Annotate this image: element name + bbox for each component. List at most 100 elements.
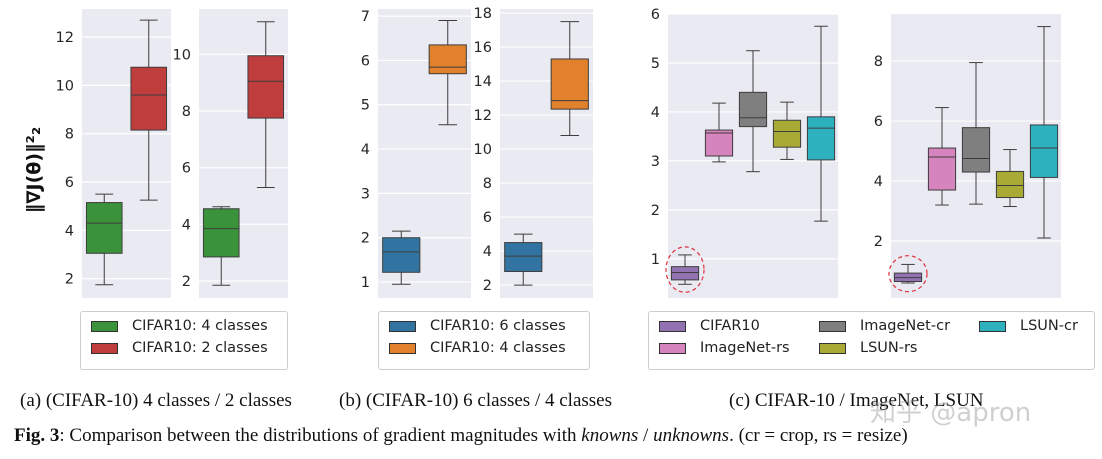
y-tick-label: 8 — [874, 54, 883, 70]
box-iqr — [738, 91, 768, 128]
caption-unknowns: unknowns — [653, 425, 730, 446]
box-iqr — [772, 119, 802, 148]
box-cifar10 — [665, 246, 705, 293]
legend-swatch — [659, 320, 686, 332]
legend-label: LSUN-rs — [860, 340, 918, 356]
legend-swatch — [819, 342, 846, 354]
y-tick-label: 8 — [483, 176, 492, 192]
box-cifar10-4-classes — [85, 193, 123, 286]
y-tick-label: 2 — [651, 203, 660, 219]
y-tick-label: 12 — [56, 30, 74, 46]
y-tick-label: 12 — [474, 108, 492, 124]
y-axis-label: ‖∇J(θ)‖²₂ — [23, 127, 45, 213]
panel-c2: 2 4 6 8 — [874, 14, 1061, 298]
y-tick-label: 6 — [182, 161, 191, 177]
box-imagenet-cr — [738, 50, 768, 173]
y-tick-label: 2 — [874, 234, 883, 250]
watermark: 知乎 @apron — [870, 398, 1032, 428]
y-tick-label: 6 — [361, 53, 370, 69]
caption-text: : Comparison between the distributions o… — [59, 425, 582, 446]
y-tick-label: 4 — [483, 244, 492, 260]
legend-swatch — [389, 320, 416, 332]
box-cifar10-2-classes — [247, 21, 285, 188]
box-iqr — [247, 55, 285, 119]
legend-label: ImageNet-rs — [700, 340, 790, 356]
y-tick-label: 1 — [361, 275, 370, 291]
box-iqr — [961, 127, 991, 173]
box-cifar10-6-classes — [382, 230, 421, 285]
y-tick-label: 5 — [361, 98, 370, 114]
y-tick-label: 14 — [474, 74, 492, 90]
legend-label: CIFAR10: 4 classes — [430, 340, 566, 356]
legend-label: CIFAR10: 6 classes — [430, 318, 566, 334]
box-iqr — [130, 66, 168, 131]
legend-label: LSUN-cr — [1020, 318, 1078, 334]
legend-item: ImageNet-cr — [819, 318, 950, 334]
legend-swatch — [389, 342, 416, 354]
y-tick-label: 7 — [361, 9, 370, 25]
y-tick-label: 3 — [651, 154, 660, 170]
box-cifar10-4-classes — [550, 21, 589, 136]
legend-item: CIFAR10: 4 classes — [389, 340, 566, 356]
legend-label: CIFAR10 — [700, 318, 760, 334]
plot-area — [82, 9, 171, 298]
y-tick-label: 6 — [65, 175, 74, 191]
y-tick-label: 8 — [65, 127, 74, 143]
box-cifar10-2-classes — [130, 19, 168, 201]
legend-label: CIFAR10: 2 classes — [132, 340, 268, 356]
box-lsun-rs — [995, 149, 1025, 208]
box-iqr — [670, 266, 700, 281]
box-cifar10-4-classes — [202, 206, 240, 286]
box-iqr — [85, 202, 123, 254]
y-tick-label: 3 — [361, 186, 370, 202]
y-tick-label: 1 — [651, 252, 660, 268]
legend-item: CIFAR10: 6 classes — [389, 318, 566, 334]
box-lsun-cr — [1029, 26, 1059, 239]
y-tick-label: 4 — [361, 142, 370, 158]
y-tick-label: 6 — [651, 7, 660, 23]
legend-a: CIFAR10: 4 classes CIFAR10: 2 classes — [80, 311, 288, 370]
y-tick-label: 2 — [361, 231, 370, 247]
legend-swatch — [659, 342, 686, 354]
y-tick-label: 10 — [56, 78, 74, 94]
y-tick-label: 4 — [874, 174, 883, 190]
box-iqr — [550, 58, 589, 110]
panel-b1: 1 2 3 4 5 6 7 — [361, 9, 471, 298]
caption-a: (a) (CIFAR-10) 4 classes / 2 classes — [20, 390, 292, 411]
y-tick-label: 10 — [173, 47, 191, 63]
figure-charts: 2468101224681012345672468101214161812345… — [23, 6, 1061, 298]
caption-knowns: knowns — [581, 425, 639, 446]
legend-label: ImageNet-cr — [860, 318, 951, 334]
y-tick-label: 4 — [651, 105, 660, 121]
box-iqr — [806, 116, 836, 161]
box-cifar10 — [888, 255, 928, 293]
box-imagenet-rs — [927, 107, 957, 206]
box-iqr — [428, 44, 467, 75]
y-tick-label: 4 — [182, 217, 191, 233]
caption-c: (c) CIFAR-10 / ImageNet, LSUN — [729, 390, 984, 411]
panel-b2: 2 4 6 8 10 12 14 16 18 — [474, 6, 593, 298]
box-lsun-cr — [806, 25, 836, 222]
box-iqr — [995, 170, 1025, 199]
legend-item: CIFAR10: 2 classes — [91, 340, 268, 356]
caption-text-end: . (cr = crop, rs = resize) — [729, 425, 908, 446]
figure-label: Fig. 3 — [14, 425, 60, 446]
legend-item: CIFAR10 — [659, 318, 760, 334]
y-tick-label: 2 — [182, 274, 191, 290]
box-imagenet-rs — [704, 102, 734, 163]
box-cifar10-6-classes — [504, 233, 543, 286]
legend-item: CIFAR10: 4 classes — [91, 318, 268, 334]
legend-c: CIFAR10 ImageNet-rs ImageNet-cr LSUN-rs LSUN… — [648, 311, 1095, 370]
y-tick-label: 4 — [65, 223, 74, 239]
legend-swatch — [819, 320, 846, 332]
box-iqr — [382, 237, 421, 273]
legend-item: LSUN-cr — [979, 318, 1078, 334]
box-iqr — [1029, 124, 1059, 178]
box-iqr — [704, 129, 734, 157]
legend-swatch — [91, 320, 118, 332]
y-tick-label: 6 — [483, 210, 492, 226]
legend-swatch — [979, 320, 1006, 332]
panel-c1: 1 2 3 4 5 6 — [651, 7, 838, 298]
box-imagenet-cr — [961, 62, 991, 205]
caption-slash: / — [638, 425, 654, 446]
